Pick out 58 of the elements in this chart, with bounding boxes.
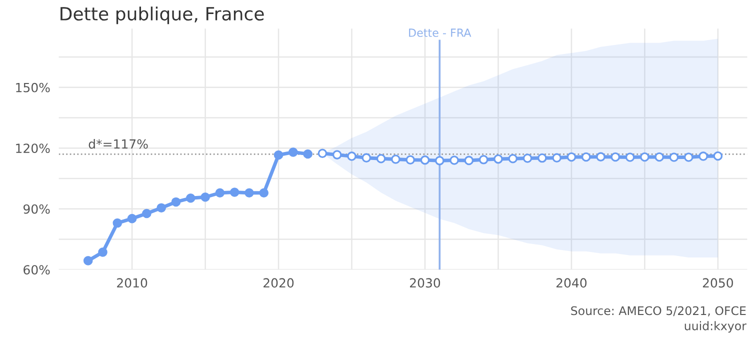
point [434, 156, 444, 166]
point [171, 197, 181, 207]
point [596, 152, 606, 162]
point [654, 152, 664, 162]
point [200, 192, 210, 202]
x-tick-label: 2040 [556, 278, 587, 288]
point [640, 152, 650, 162]
ref-line-label: d*=117% [88, 139, 148, 149]
point [610, 152, 620, 162]
point [127, 214, 137, 224]
point [508, 154, 518, 164]
point [244, 188, 254, 198]
point [684, 152, 694, 162]
point [230, 188, 240, 197]
point [142, 208, 152, 218]
ref-line-label: Dette - FRA [409, 28, 472, 37]
point [362, 153, 372, 162]
point [581, 152, 591, 162]
point [83, 256, 93, 266]
source-note: Source: AMECO 5/2021, OFCE [571, 306, 746, 316]
point [112, 218, 122, 228]
text: uuid:kxyor [684, 321, 746, 333]
point [420, 155, 430, 165]
point [552, 153, 562, 162]
point [713, 151, 723, 161]
point [156, 203, 166, 212]
point [406, 155, 415, 165]
point [98, 248, 108, 257]
x-tick-label: 2050 [702, 278, 733, 288]
point [538, 153, 547, 163]
point [450, 156, 459, 165]
x-tick-label: 2010 [117, 278, 148, 288]
point [376, 154, 386, 164]
point [698, 152, 708, 161]
point [215, 188, 225, 198]
point [303, 149, 312, 159]
point [478, 154, 488, 164]
point [522, 154, 532, 163]
point [274, 150, 284, 160]
point [669, 152, 679, 162]
point [625, 152, 635, 162]
point [259, 188, 269, 198]
point [318, 148, 328, 158]
point [347, 152, 356, 161]
x-tick-label: 2020 [264, 278, 294, 288]
point [288, 148, 298, 157]
point [186, 193, 196, 203]
y-tick-label: 150% [16, 82, 50, 92]
y-tick-label: 120% [16, 144, 50, 154]
point [464, 156, 474, 166]
point [566, 152, 576, 162]
chart-title: Dette publique, France [60, 6, 264, 24]
x-tick-label: 2030 [410, 278, 440, 288]
y-tick-label: 60% [24, 265, 50, 275]
point [391, 154, 400, 164]
point [332, 150, 342, 160]
point [494, 154, 503, 164]
y-tick-label: 90% [23, 204, 50, 214]
